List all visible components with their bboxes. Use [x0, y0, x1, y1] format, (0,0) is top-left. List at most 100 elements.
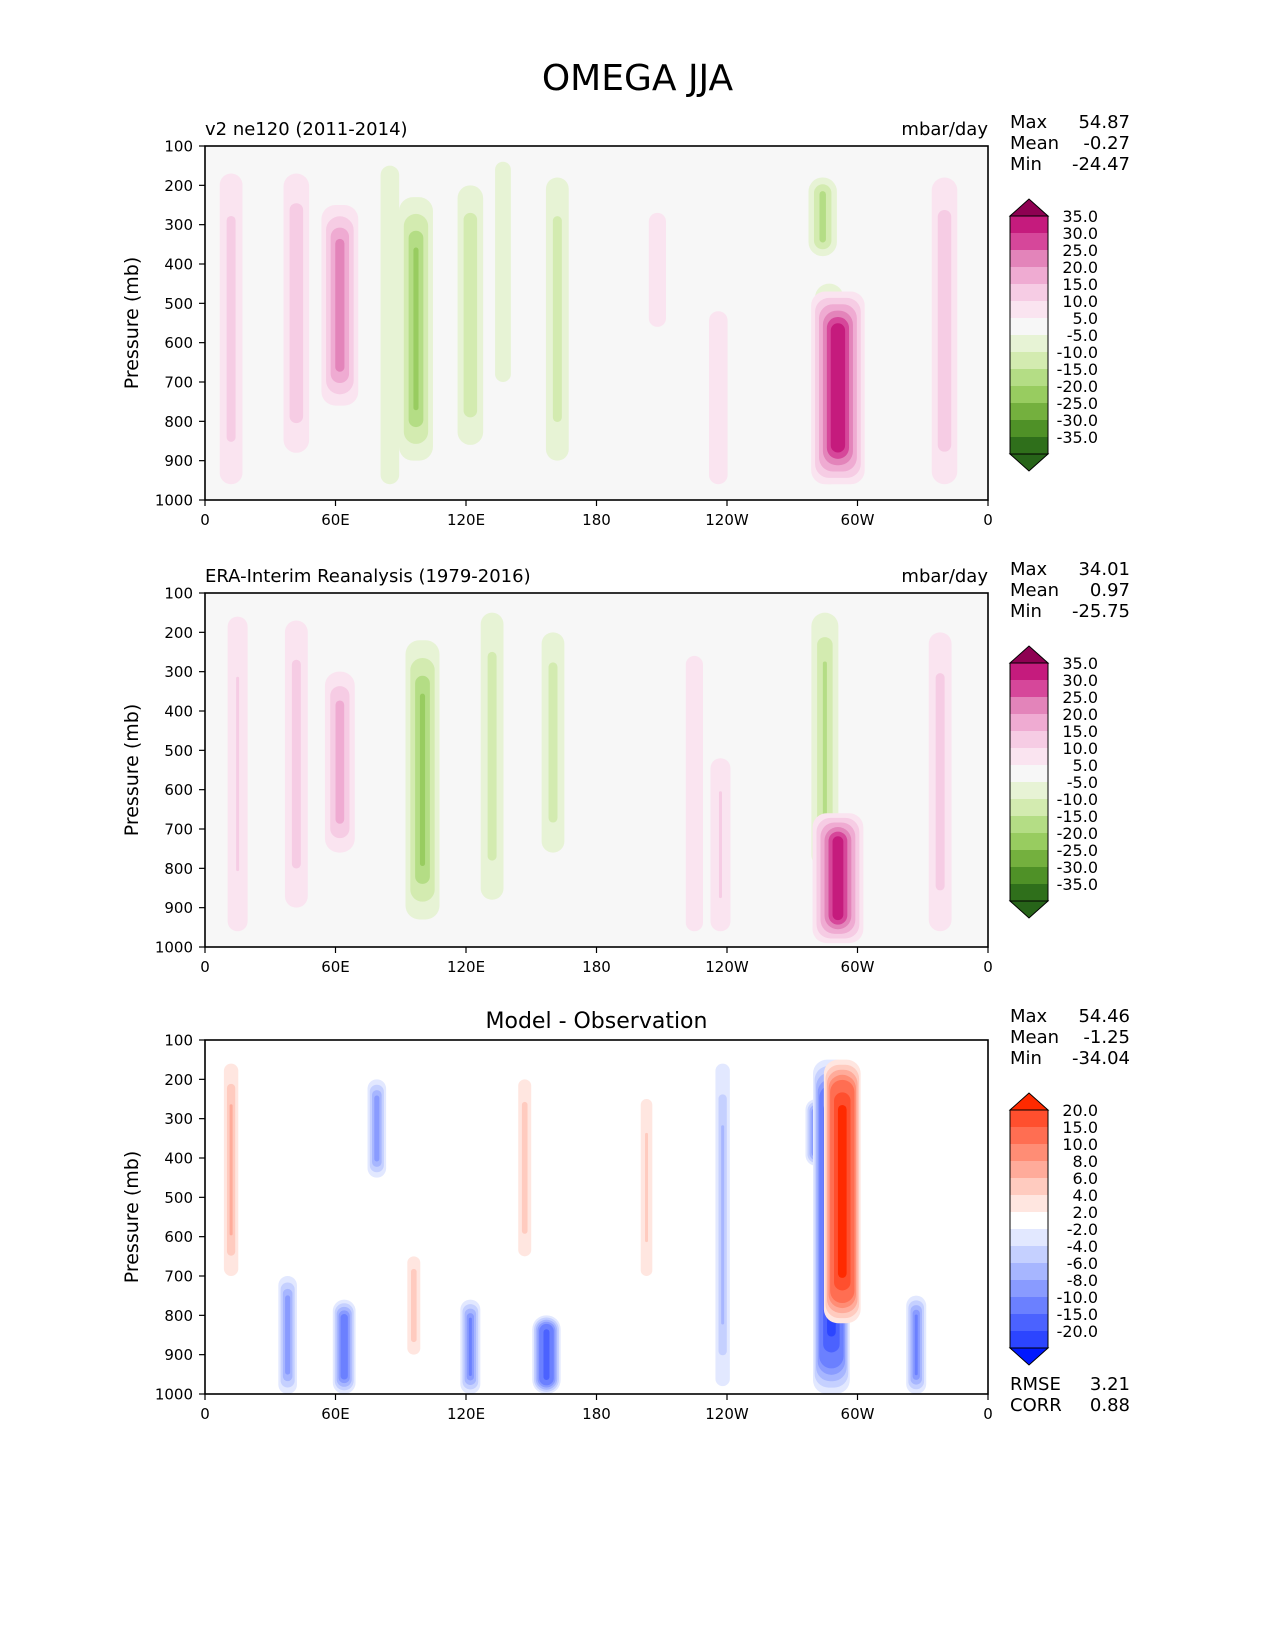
plot-background [205, 1040, 988, 1394]
colorbar-label: -8.0 [1067, 1271, 1098, 1290]
colorbar-label: -5.0 [1067, 773, 1098, 792]
colorbar-label: 25.0 [1062, 241, 1098, 260]
y-tick-label: 800 [164, 1307, 193, 1325]
contour-band-1-1 [291, 659, 301, 869]
colorbar-segment [1010, 386, 1048, 403]
colorbar-segment [1010, 267, 1048, 284]
panel-title: Model - Observation [486, 1009, 708, 1034]
panel-difference: 100 200 300 400 500 600 700 800 900 1000 0 60E 120E 1… [121, 1006, 1130, 1423]
contour-band-3-0 [380, 165, 400, 485]
colorbar-label: -5.0 [1067, 326, 1098, 345]
metric-label: CORR [1010, 1395, 1062, 1416]
colorbar-segment [1010, 867, 1048, 884]
contour-band-0-1 [226, 215, 236, 442]
colorbar-segment [1010, 352, 1048, 369]
colorbar-segment [1010, 833, 1048, 850]
stat-value: -34.04 [1072, 1048, 1130, 1069]
y-tick-label: 400 [164, 1150, 193, 1168]
y-tick-label: 500 [164, 1189, 193, 1207]
contour-band-7-1 [552, 216, 562, 422]
colorbar-segment [1010, 216, 1048, 233]
x-tick-label: 180 [582, 511, 611, 529]
colorbar-segment [1010, 663, 1048, 680]
contour-band-0-1 [236, 676, 240, 872]
colorbar-label: -30.0 [1057, 858, 1098, 877]
y-tick-label: 1000 [155, 1386, 193, 1404]
panel-reference: 100 200 300 400 500 600 700 800 900 1000 0 60E 120E 1… [121, 559, 1130, 976]
contour-band-10-2 [819, 191, 826, 243]
contour-band-8-1 [645, 1132, 649, 1243]
colorbar-label: 4.0 [1073, 1186, 1098, 1205]
stat-label: Min [1010, 1048, 1042, 1069]
colorbar-segment [1010, 765, 1048, 782]
colorbar-label: -15.0 [1057, 1305, 1098, 1324]
colorbar-label: -10.0 [1057, 1288, 1098, 1307]
colorbar-label: 30.0 [1062, 671, 1098, 690]
colorbar-segment [1010, 318, 1048, 335]
contour-band-6-0 [685, 655, 703, 932]
colorbar-segment [1010, 1314, 1048, 1331]
y-tick-label: 100 [164, 138, 193, 156]
colorbar-label: 5.0 [1073, 309, 1098, 328]
colorbar-frame [1009, 662, 1049, 902]
y-tick-label: 100 [164, 1032, 193, 1050]
contour-band-13-4 [914, 1314, 918, 1376]
stat-label: Max [1010, 1006, 1048, 1027]
contour-band-8-2 [822, 661, 827, 820]
contour-band-7-1 [718, 791, 722, 899]
panel-test: 100 200 300 400 500 600 700 800 900 1000 0 60E 120E 1… [121, 112, 1130, 529]
y-tick-label: 700 [164, 374, 193, 392]
colorbar-frame [1009, 215, 1049, 455]
colorbar-label: 30.0 [1062, 224, 1098, 243]
stat-label: Min [1010, 154, 1042, 175]
x-tick-label: 0 [200, 958, 210, 976]
colorbar-segment [1010, 850, 1048, 867]
x-tick-label: 120E [447, 1405, 485, 1423]
y-tick-label: 800 [164, 860, 193, 878]
panel-units: mbar/day [901, 566, 988, 587]
colorbar-min-extension [1008, 453, 1050, 472]
y-tick-label: 600 [164, 1228, 193, 1246]
colorbar-segment [1010, 1331, 1048, 1348]
colorbar-label: -20.0 [1057, 377, 1098, 396]
x-tick-label: 60W [841, 1405, 875, 1423]
colorbar-label: 35.0 [1062, 207, 1098, 226]
y-tick-label: 700 [164, 1268, 193, 1286]
colorbar-segment [1010, 697, 1048, 714]
stat-value: -1.25 [1083, 1027, 1130, 1048]
colorbar-label: 15.0 [1062, 275, 1098, 294]
y-tick-label: 500 [164, 742, 193, 760]
colorbar: 35.030.025.020.015.010.05.0-5.0-10.0-15.… [1008, 645, 1098, 919]
colorbar-segment [1010, 1297, 1048, 1314]
colorbar-min-extension [1008, 900, 1050, 919]
y-tick-label: 600 [164, 781, 193, 799]
colorbar-segment [1010, 1246, 1048, 1263]
colorbar-label: 25.0 [1062, 688, 1098, 707]
x-tick-label: 60W [841, 958, 875, 976]
contour-band-5-4 [468, 1317, 472, 1376]
colorbar-label: 10.0 [1062, 739, 1098, 758]
contour-band-8-0 [648, 212, 666, 327]
y-tick-label: 900 [164, 1346, 193, 1364]
colorbar-segment [1010, 1212, 1048, 1229]
colorbar-segment [1010, 420, 1048, 437]
contour-band-7-5 [543, 1329, 550, 1381]
colorbar-label: -35.0 [1057, 428, 1098, 447]
colorbar-label: -10.0 [1057, 790, 1098, 809]
colorbar-label: -20.0 [1057, 824, 1098, 843]
contour-band-3-3 [374, 1095, 380, 1162]
colorbar-segment [1010, 284, 1048, 301]
x-tick-label: 0 [200, 511, 210, 529]
colorbar-segment [1010, 714, 1048, 731]
colorbar-segment [1010, 1161, 1048, 1178]
contour-band-4-1 [487, 651, 497, 861]
colorbar-segment [1010, 680, 1048, 697]
colorbar-max-extension [1008, 198, 1050, 217]
contour-fill [223, 1059, 927, 1394]
colorbar-segment [1010, 1195, 1048, 1212]
contour-band-2-2 [335, 700, 345, 824]
colorbar-label: 15.0 [1062, 1118, 1098, 1137]
colorbar-label: 15.0 [1062, 722, 1098, 741]
y-tick-label: 300 [164, 216, 193, 234]
contour-band-12-6 [837, 1105, 847, 1278]
